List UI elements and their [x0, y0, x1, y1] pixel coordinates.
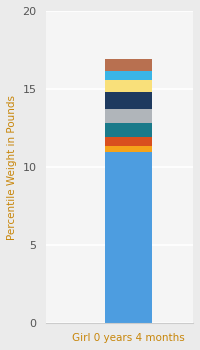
Bar: [105, 146, 152, 152]
Bar: [105, 92, 152, 109]
Bar: [105, 152, 152, 323]
Bar: [105, 60, 152, 71]
Bar: [105, 80, 152, 92]
Bar: [105, 138, 152, 146]
Bar: [105, 71, 152, 81]
Bar: [105, 124, 152, 138]
Y-axis label: Percentile Weight in Pounds: Percentile Weight in Pounds: [7, 94, 17, 240]
Bar: [105, 109, 152, 124]
